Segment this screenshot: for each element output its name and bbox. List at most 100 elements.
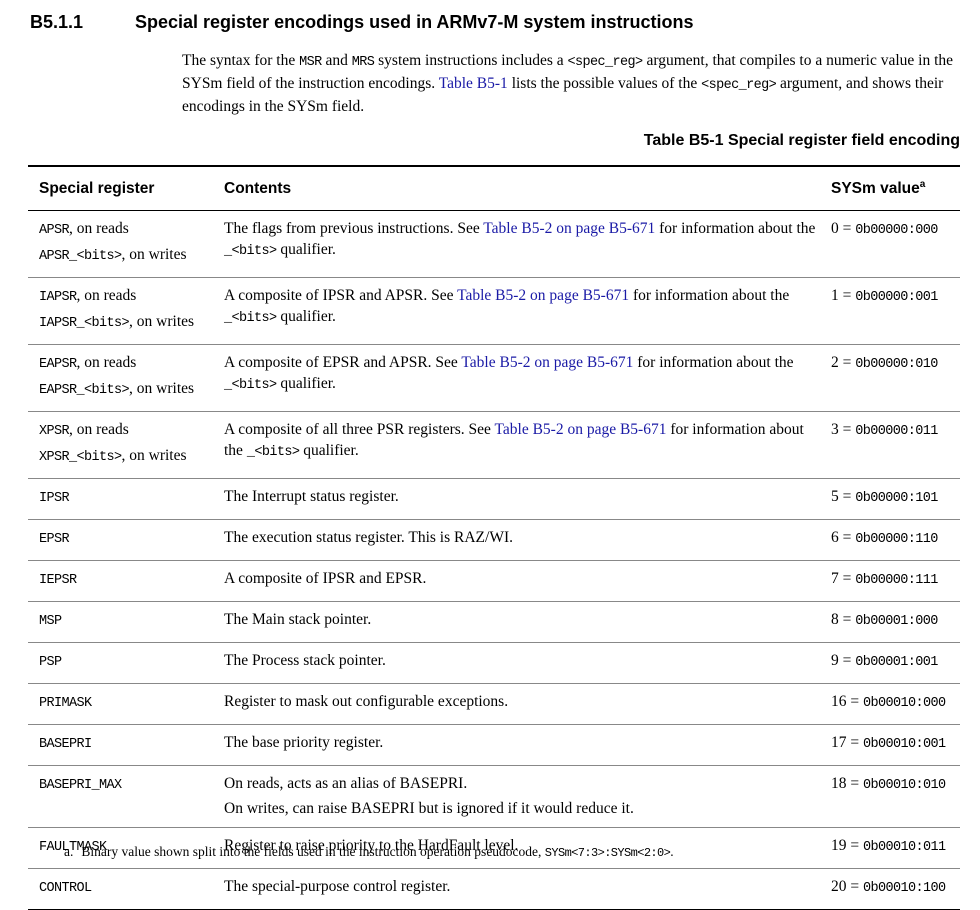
sysm-cell: 9 = 0b00001:001 [820, 642, 960, 684]
text-run: The Process stack pointer. [224, 652, 386, 669]
sysm-cell: 7 = 0b00000:111 [820, 560, 960, 602]
section-title: Special register encodings used in ARMv7… [135, 12, 694, 32]
contents-line: The base priority register. [224, 732, 820, 753]
contents-cell: The execution status register. This is R… [213, 519, 820, 561]
column-header: Special register [28, 165, 213, 211]
register-line: IAPSR_<bits>, on writes [39, 310, 213, 336]
code-text: IAPSR_<bits> [39, 316, 130, 331]
contents-line: A composite of IPSR and APSR. See Table … [224, 285, 820, 329]
text-run: 18 = [831, 775, 863, 792]
text-run: A composite of all three PSR registers. … [224, 421, 495, 438]
text-run: system instructions includes a [374, 52, 568, 69]
code-text: EAPSR_<bits> [39, 383, 130, 398]
code-text: IEPSR [39, 573, 77, 588]
code-text: 0b00000:000 [855, 223, 938, 238]
register-line: FAULTMASK [39, 834, 213, 860]
code-text: SYSm<7:3>:SYSm<2:0> [544, 846, 671, 860]
table-row: PSP The Process stack pointer. 9 = 0b00001… [28, 642, 960, 684]
footnote: a. Binary value shown split into the fiel… [64, 844, 674, 860]
code-text: APSR [39, 223, 70, 238]
code-text: PRIMASK [39, 696, 92, 711]
cross-reference-link[interactable]: Table B5-1 [438, 75, 508, 92]
text-run: 19 = [831, 837, 863, 854]
text-run: On reads, acts as an alias of BASEPRI. [224, 775, 468, 792]
code-text: BASEPRI_MAX [39, 778, 122, 793]
page: Special register encodings {"section": {… [28, 12, 960, 910]
register-cell: IPSR [28, 478, 213, 520]
text-run: 7 = [831, 570, 856, 587]
register-line: IEPSR [39, 567, 213, 593]
register-line: APSR_<bits>, on writes [39, 243, 213, 269]
register-cell: CONTROL [28, 868, 213, 910]
text-run: for information about the [633, 354, 794, 371]
contents-line: On reads, acts as an alias of BASEPRI. [224, 773, 820, 794]
cross-reference-link[interactable]: Table B5-2 on page B5-671 [483, 220, 656, 237]
code-text: 0b00000:011 [855, 424, 938, 439]
register-line: IAPSR, on reads [39, 284, 213, 310]
code-text: 0b00010:001 [863, 737, 946, 752]
table-row: XPSR, on reads XPSR_<bits>, on writes A co… [28, 411, 960, 479]
text-run: A composite of EPSR and APSR. See [224, 354, 462, 371]
contents-line: A composite of IPSR and EPSR. [224, 568, 820, 589]
text-run: 3 = [831, 421, 856, 438]
contents-cell: The Process stack pointer. [213, 642, 820, 684]
register-cell: MSP [28, 601, 213, 643]
code-text: CONTROL [39, 881, 92, 896]
cross-reference-link[interactable]: Table B5-2 on page B5-671 [457, 287, 630, 304]
text-run: The flags from previous instructions. Se… [224, 220, 484, 237]
text-run: , on writes [129, 380, 195, 397]
code-text: XPSR [39, 424, 70, 439]
sysm-cell: 8 = 0b00001:000 [820, 601, 960, 643]
contents-line: The Main stack pointer. [224, 609, 820, 630]
text-run: 17 = [831, 734, 863, 751]
text-run: The syntax for the [182, 52, 300, 69]
text-run: , on reads [69, 220, 129, 237]
register-line: APSR, on reads [39, 217, 213, 243]
register-cell: EAPSR, on reads EAPSR_<bits>, on writes [28, 344, 213, 412]
register-cell: FAULTMASK [28, 827, 213, 869]
register-line: EAPSR_<bits>, on writes [39, 377, 213, 403]
register-line: MSP [39, 608, 213, 634]
code-text: 0b00010:010 [863, 778, 946, 793]
contents-cell: On reads, acts as an alias of BASEPRI. On… [213, 765, 820, 828]
contents-line: A composite of EPSR and APSR. See Table … [224, 352, 820, 396]
code-text: _<bits> [224, 378, 277, 393]
cross-reference-link[interactable]: Table B5-2 on page B5-671 [494, 421, 667, 438]
register-cell: BASEPRI [28, 724, 213, 766]
text-run: 16 = [831, 693, 863, 710]
register-line: XPSR, on reads [39, 418, 213, 444]
code-text: 0b00010:011 [863, 840, 946, 855]
column-header: Contents [213, 165, 820, 211]
register-line: PRIMASK [39, 690, 213, 716]
code-text: 0b00010:000 [863, 696, 946, 711]
sysm-cell: 20 = 0b00010:100 [820, 868, 960, 910]
register-cell: PRIMASK [28, 683, 213, 725]
code-text: 0b00001:000 [855, 614, 938, 629]
contents-cell: A composite of EPSR and APSR. See Table … [213, 344, 820, 412]
code-text: 0b00000:110 [855, 532, 938, 547]
table-body: APSR, on reads APSR_<bits>, on writes The … [28, 210, 960, 910]
code-text: MSP [39, 614, 62, 629]
text-run: . [670, 844, 674, 859]
text-run: On writes, can raise BASEPRI but is igno… [224, 800, 634, 817]
header-text: SYSm value [831, 180, 920, 198]
text-run: for information about the [629, 287, 790, 304]
contents-cell: The Interrupt status register. [213, 478, 820, 520]
text-run: A composite of IPSR and APSR. See [224, 287, 458, 304]
table-row: EPSR The execution status register. This … [28, 519, 960, 561]
text-run: A composite of IPSR and EPSR. [224, 570, 427, 587]
text-run: 8 = [831, 611, 856, 628]
table-caption: Table B5-1 Special register field encodi… [643, 132, 960, 149]
table-row: CONTROL The special-purpose control regis… [28, 868, 960, 910]
code-text: APSR_<bits> [39, 249, 122, 264]
cross-reference-link[interactable]: Table B5-2 on page B5-671 [461, 354, 634, 371]
register-line: XPSR_<bits>, on writes [39, 444, 213, 470]
table-row: MSP The Main stack pointer. 8 = 0b00001:00… [28, 601, 960, 643]
table-row: BASEPRI The base priority register. 17 = 0… [28, 724, 960, 766]
text-run: for information about the [655, 220, 816, 237]
text-run: argument, and shows their encodings in t… [182, 75, 944, 115]
table-row: FAULTMASK Register to raise priority to t… [28, 827, 960, 869]
code-text: EPSR [39, 532, 70, 547]
header-row: Special register Contents SYSm valuea [28, 165, 960, 211]
contents-line: A composite of all three PSR registers. … [224, 419, 820, 463]
